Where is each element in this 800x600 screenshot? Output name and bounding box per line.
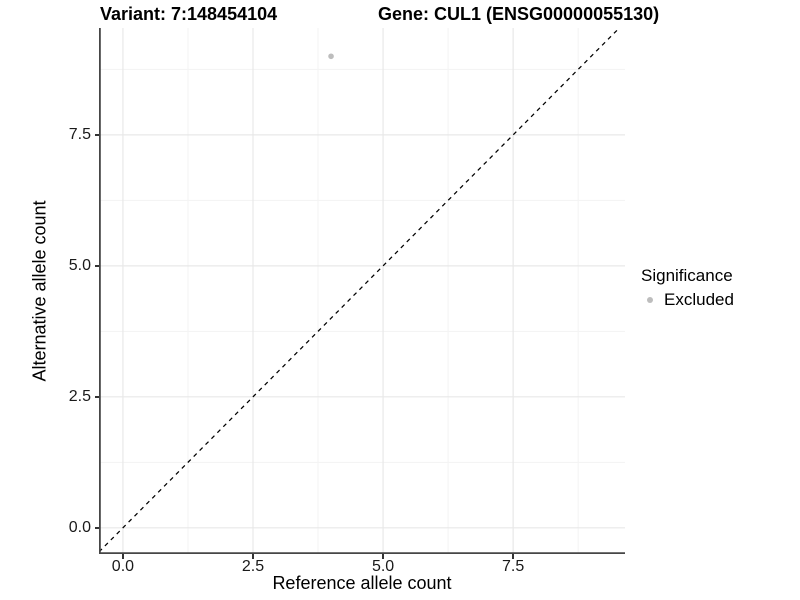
x-axis-title: Reference allele count (272, 573, 452, 593)
legend-items: Excluded (641, 289, 734, 310)
legend-key (641, 296, 659, 303)
y-tick-mark (94, 396, 99, 398)
y-tick-mark (94, 527, 99, 529)
y-tick-mark (94, 134, 99, 136)
y-tick-label: 2.5 (68, 387, 91, 405)
plot-panel (99, 28, 625, 554)
legend-title: Significance (641, 266, 733, 285)
legend-item-label: Excluded (664, 289, 734, 309)
plot-canvas (99, 28, 625, 554)
x-tick-mark (382, 554, 384, 559)
legend: Significance Excluded (641, 266, 734, 310)
identity-dashed-line (99, 28, 620, 553)
x-tick-label: 5.0 (371, 558, 395, 575)
plot-title-variant: Variant: 7:148454104 (100, 4, 278, 24)
legend-point-icon (647, 296, 653, 303)
y-tick-label: 0.0 (68, 518, 91, 536)
plot-title-gene: Gene: CUL1 (ENSG00000055130) (378, 4, 660, 24)
x-tick-mark (512, 554, 514, 559)
y-tick-mark (94, 265, 99, 267)
x-tick-label: 7.5 (502, 558, 525, 575)
y-axis-title: Alternative allele count (29, 200, 50, 382)
y-tick-label: 7.5 (68, 125, 91, 143)
x-tick-label: 0.0 (111, 558, 135, 575)
x-tick-label: 2.5 (241, 558, 265, 575)
x-tick-mark (252, 554, 254, 559)
data-point (328, 53, 334, 60)
legend-item: Excluded (641, 289, 734, 310)
y-tick-label: 5.0 (68, 256, 91, 274)
x-tick-mark (122, 554, 124, 559)
